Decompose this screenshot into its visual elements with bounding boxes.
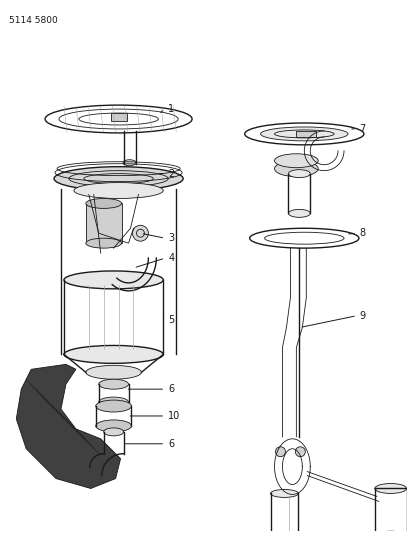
Ellipse shape xyxy=(271,489,298,497)
FancyBboxPatch shape xyxy=(111,113,126,121)
Ellipse shape xyxy=(86,365,142,379)
Ellipse shape xyxy=(275,161,318,176)
Ellipse shape xyxy=(54,167,183,190)
Ellipse shape xyxy=(375,531,407,533)
Ellipse shape xyxy=(375,483,407,494)
Circle shape xyxy=(295,447,305,457)
Circle shape xyxy=(133,225,149,241)
Text: 6: 6 xyxy=(168,439,174,449)
Text: 9: 9 xyxy=(359,311,365,321)
Ellipse shape xyxy=(96,400,131,412)
Text: 8: 8 xyxy=(359,228,365,238)
Ellipse shape xyxy=(86,238,122,248)
Ellipse shape xyxy=(99,397,129,407)
Ellipse shape xyxy=(288,169,310,177)
Text: 1: 1 xyxy=(168,104,174,114)
Ellipse shape xyxy=(123,160,136,166)
Ellipse shape xyxy=(99,379,129,389)
Text: 5114 5800: 5114 5800 xyxy=(9,15,58,25)
Ellipse shape xyxy=(86,198,122,208)
Text: 3: 3 xyxy=(168,233,174,243)
Text: 7: 7 xyxy=(359,124,365,134)
Ellipse shape xyxy=(288,209,310,217)
Text: 4: 4 xyxy=(168,253,174,263)
Polygon shape xyxy=(16,365,121,488)
Ellipse shape xyxy=(261,127,348,141)
Ellipse shape xyxy=(104,428,124,436)
Ellipse shape xyxy=(96,420,131,432)
Ellipse shape xyxy=(275,154,318,168)
Text: 2: 2 xyxy=(168,168,175,179)
FancyBboxPatch shape xyxy=(296,131,316,137)
Circle shape xyxy=(275,447,286,457)
Ellipse shape xyxy=(74,183,163,198)
Ellipse shape xyxy=(64,271,163,289)
Ellipse shape xyxy=(64,345,163,364)
Text: 10: 10 xyxy=(168,411,180,421)
FancyBboxPatch shape xyxy=(86,204,122,243)
Text: 6: 6 xyxy=(168,384,174,394)
Text: 5: 5 xyxy=(168,314,175,325)
